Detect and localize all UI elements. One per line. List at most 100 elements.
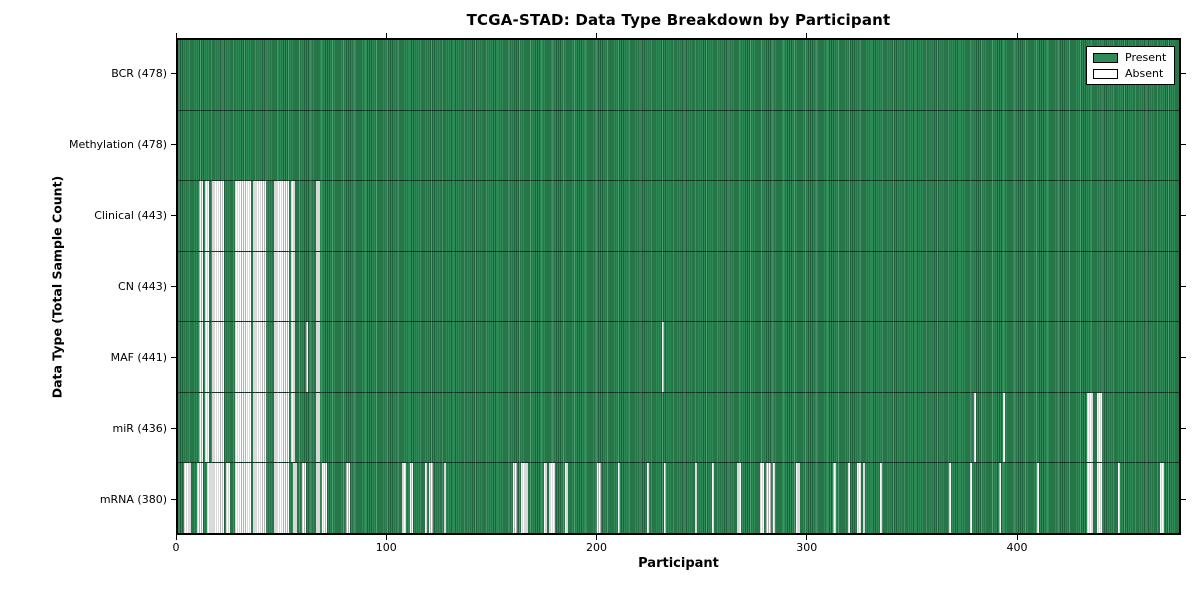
absent-stripe [443, 463, 447, 534]
y-tick-label-Methylation: Methylation (478) [69, 137, 167, 151]
absent-stripe [322, 463, 327, 534]
absent-stripe [712, 463, 715, 534]
absent-stripe [663, 463, 666, 534]
absent-stripe [969, 463, 972, 534]
y-tick-left [171, 286, 176, 287]
absent-stripe [316, 392, 321, 463]
y-tick-left [171, 73, 176, 74]
absent-stripe [211, 392, 225, 463]
absent-stripe [198, 322, 204, 392]
heatmap-row-Methylation [178, 109, 1179, 181]
y-tick-right [1181, 73, 1186, 74]
absent-stripe [291, 251, 296, 322]
x-tick-label: 300 [796, 541, 818, 554]
x-axis-label: Participant [638, 556, 719, 571]
absent-stripe [234, 322, 252, 392]
absent-stripe [856, 463, 861, 534]
absent-stripe [833, 463, 836, 534]
absent-stripe [305, 322, 308, 392]
x-tick-label: 200 [586, 541, 607, 554]
legend: Present Absent [1086, 46, 1176, 85]
y-tick-left [171, 144, 176, 145]
absent-stripe [695, 463, 698, 534]
absent-stripe [1097, 392, 1102, 463]
absent-stripe [211, 251, 225, 322]
absent-stripe [316, 181, 321, 251]
y-tick-right [1181, 144, 1186, 145]
heatmap-row-mRNA [178, 462, 1179, 534]
absent-stripe [766, 463, 771, 534]
x-tick-top [175, 33, 177, 38]
absent-stripe [1003, 392, 1006, 463]
absent-stripe [211, 322, 225, 392]
absent-stripe [1118, 463, 1121, 534]
x-tick-label: 100 [375, 541, 397, 554]
absent-stripe [274, 322, 289, 392]
absent-stripe [848, 463, 851, 534]
absent-stripe [521, 463, 528, 534]
absent-stripe [211, 181, 225, 251]
absent-stripe [291, 181, 296, 251]
y-tick-label-mRNA: mRNA (380) [99, 492, 167, 506]
y-tick-right [1181, 215, 1186, 216]
absent-stripe [205, 181, 210, 251]
y-tick-left [171, 499, 176, 500]
absent-stripe [862, 463, 865, 534]
absent-stripe [234, 181, 252, 251]
x-tick-bottom [806, 535, 808, 540]
legend-swatch-absent [1093, 68, 1118, 79]
absent-stripe [647, 463, 650, 534]
absent-stripe [253, 181, 266, 251]
y-tick-left [171, 428, 176, 429]
absent-stripe [596, 463, 602, 534]
x-tick-bottom [1016, 535, 1018, 540]
absent-stripe [198, 392, 204, 463]
heatmap-row-CN [178, 250, 1179, 322]
legend-entry-absent: Absent [1093, 68, 1166, 79]
absent-stripe [661, 322, 664, 392]
absent-stripe [760, 463, 765, 534]
x-tick-bottom [175, 535, 177, 540]
absent-stripe [410, 463, 413, 534]
absent-stripe [425, 463, 428, 534]
x-tick-top [385, 33, 387, 38]
y-tick-label-miR: miR (436) [112, 421, 168, 435]
legend-label: Absent [1125, 67, 1164, 80]
y-tick-right [1181, 357, 1186, 358]
y-tick-label-BCR: BCR (478) [111, 66, 167, 80]
absent-stripe [879, 463, 882, 534]
heatmap-row-MAF [178, 321, 1179, 392]
absent-stripe [548, 463, 553, 534]
absent-stripe [1160, 463, 1165, 534]
x-tick-top [806, 33, 808, 38]
absent-stripe [544, 463, 547, 534]
absent-stripe [1097, 463, 1102, 534]
x-tick-bottom [385, 535, 387, 540]
x-tick-bottom [596, 535, 597, 540]
absent-stripe [429, 463, 434, 534]
absent-stripe [205, 392, 210, 463]
chart-title: TCGA-STAD: Data Type Breakdown by Partic… [466, 11, 891, 29]
y-tick-right [1181, 286, 1186, 287]
heatmap-row-miR [178, 391, 1179, 463]
x-tick-top [1016, 33, 1018, 38]
absent-stripe [274, 463, 289, 534]
absent-stripe [402, 463, 407, 534]
absent-stripe [617, 463, 620, 534]
absent-stripe [184, 463, 191, 534]
absent-stripe [795, 463, 800, 534]
absent-stripe [316, 322, 321, 392]
absent-stripe [737, 463, 742, 534]
absent-stripe [274, 181, 289, 251]
absent-stripe [234, 251, 252, 322]
absent-stripe [234, 392, 252, 463]
legend-label: Present [1125, 51, 1167, 64]
y-tick-label-CN: CN (443) [118, 279, 167, 293]
legend-swatch-present [1093, 52, 1118, 63]
y-tick-right [1181, 428, 1186, 429]
absent-stripe [207, 463, 225, 534]
y-tick-left [171, 357, 176, 358]
absent-stripe [196, 463, 204, 534]
absent-stripe [253, 251, 266, 322]
absent-stripe [205, 322, 210, 392]
